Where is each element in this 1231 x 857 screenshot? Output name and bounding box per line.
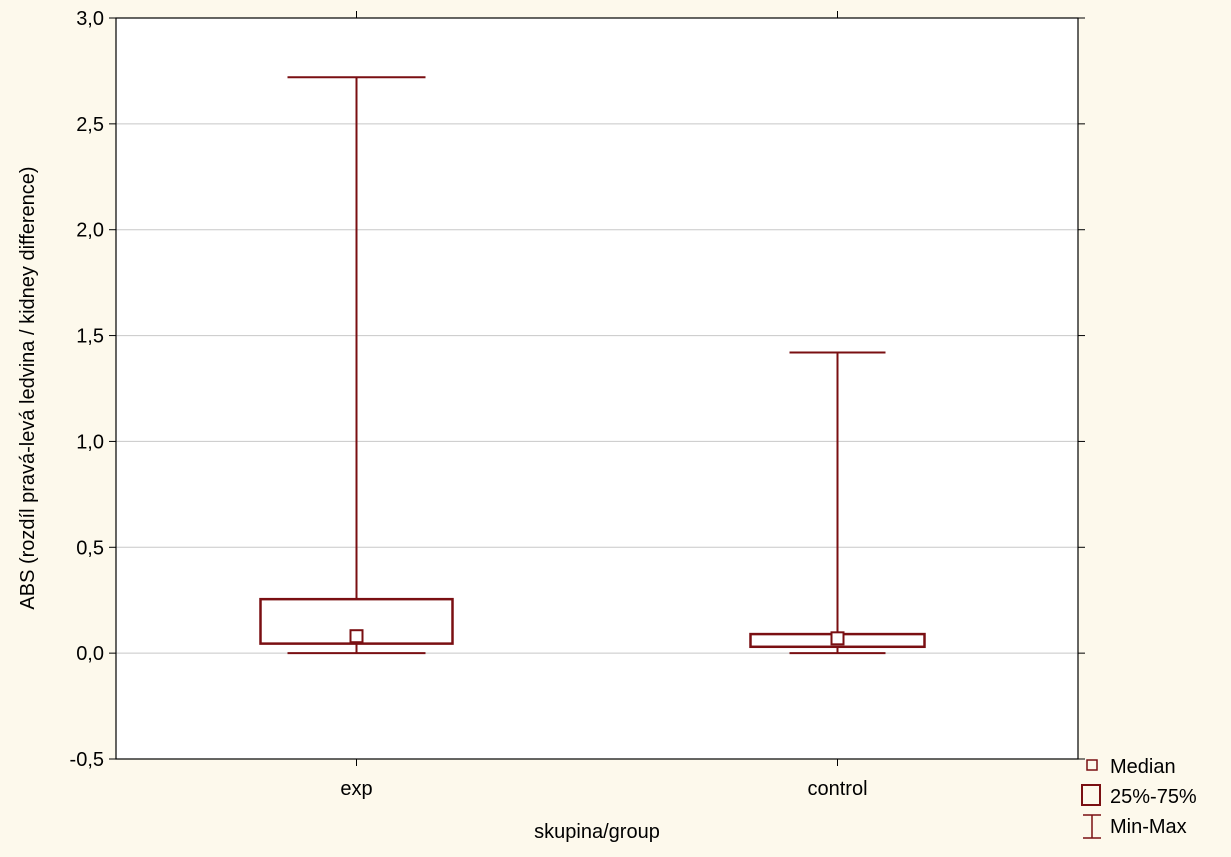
gridlines bbox=[116, 123, 1078, 654]
legend-median-symbol bbox=[1086, 759, 1098, 771]
legend: Median 25%-75% Min-Max bbox=[1081, 756, 1197, 839]
x-axis-label: skupina/group bbox=[534, 821, 660, 843]
iqr-box bbox=[259, 597, 454, 645]
x-tick-label: control bbox=[807, 778, 867, 800]
legend-box-symbol bbox=[1081, 784, 1101, 806]
median-marker bbox=[349, 629, 364, 644]
legend-box-label: 25%-75% bbox=[1110, 786, 1197, 808]
y-tick-label: 2,0 bbox=[76, 220, 104, 242]
y-tick-label: -0,5 bbox=[70, 749, 104, 771]
y-tick-label: 0,0 bbox=[76, 643, 104, 665]
y-tick-label: 2,5 bbox=[76, 114, 104, 136]
boxes-layer bbox=[259, 76, 926, 655]
axes: -0,5 0,0 0,5 1,0 1,5 2,0 2,5 3,0 exp control bbox=[70, 8, 1085, 800]
plot-area bbox=[116, 18, 1078, 759]
legend-whisker-label: Min-Max bbox=[1110, 816, 1187, 838]
plot-frame bbox=[115, 17, 1079, 760]
legend-median-label: Median bbox=[1110, 756, 1176, 778]
y-tick-label: 3,0 bbox=[76, 8, 104, 30]
y-tick-label: 1,0 bbox=[76, 431, 104, 453]
y-tick-label: 1,5 bbox=[76, 326, 104, 348]
y-axis-label: ABS (rozdíl pravá-levá ledvina / kidney … bbox=[17, 166, 39, 609]
x-tick-label: exp bbox=[340, 778, 372, 800]
y-tick-label: 0,5 bbox=[76, 537, 104, 559]
median-marker bbox=[830, 631, 845, 646]
